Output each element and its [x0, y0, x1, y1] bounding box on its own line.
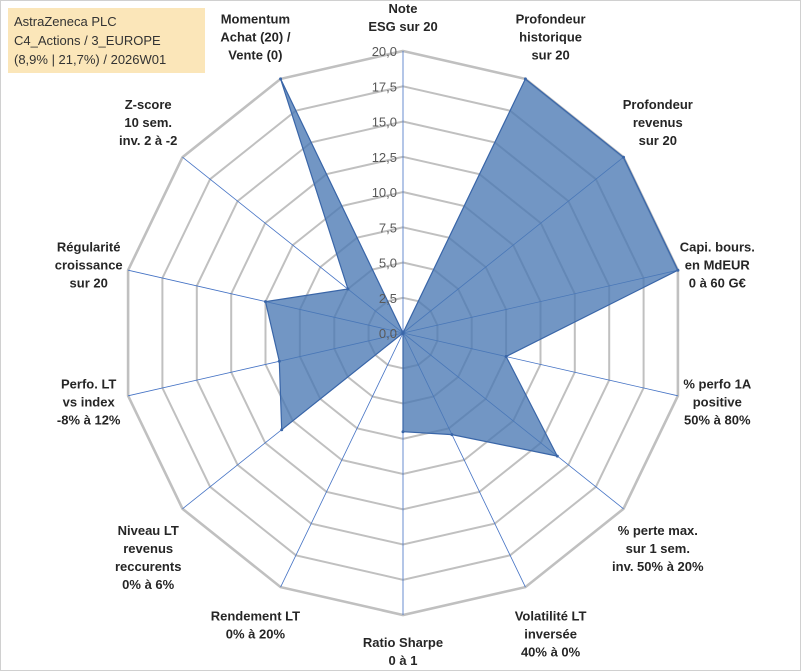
- info-box: AstraZeneca PLC C4_Actions / 3_EUROPE (8…: [8, 8, 205, 73]
- axis-label-9: Niveau LT revenus reccurents 0% à 6%: [115, 523, 181, 592]
- data-point-9: [280, 428, 284, 432]
- data-point-1: [523, 77, 527, 81]
- tick-label: 12,5: [372, 150, 397, 165]
- data-point-8: [401, 331, 405, 335]
- data-point-11: [264, 300, 267, 304]
- tick-label: 20,0: [372, 44, 397, 59]
- data-point-4: [504, 355, 508, 358]
- axis-label-8: Rendement LT 0% à 20%: [211, 609, 300, 642]
- tick-label: 15,0: [372, 115, 397, 130]
- info-period: (8,9% | 21,7%) / 2026W01: [14, 52, 167, 67]
- axis-label-13: Momentum Achat (20) / Vente (0): [220, 12, 290, 63]
- axis-label-2: Profondeur revenus sur 20: [623, 97, 693, 148]
- data-point-10: [277, 359, 281, 363]
- axis-label-12: Z-score 10 sem. inv. 2 à -2: [119, 97, 177, 148]
- data-point-3: [676, 268, 680, 272]
- axis-spoke: [280, 332, 404, 588]
- info-category: C4_Actions / 3_EUROPE: [14, 33, 161, 48]
- tick-label: 7,5: [379, 220, 397, 235]
- data-point-2: [622, 155, 625, 159]
- axis-label-4: % perfo 1A positive 50% à 80%: [683, 377, 752, 428]
- data-point-13: [279, 77, 283, 81]
- info-company: AstraZeneca PLC: [14, 14, 117, 29]
- axis-label-1: Profondeur historique sur 20: [516, 12, 586, 63]
- axis-label-7: Ratio Sharpe 0 à 1: [363, 635, 443, 668]
- tick-label: 17,5: [372, 79, 397, 94]
- data-point-7: [401, 430, 405, 434]
- data-point-5: [555, 454, 559, 458]
- axis-label-10: Perfo. LT vs index -8% à 12%: [57, 377, 121, 428]
- tick-label: 10,0: [372, 185, 397, 200]
- data-point-6: [450, 433, 454, 437]
- axis-label-3: Capi. bours. en MdEUR 0 à 60 G€: [680, 240, 755, 291]
- axis-label-5: % perte max. sur 1 sem. inv. 50% à 20%: [612, 523, 704, 574]
- data-point-12: [346, 287, 350, 291]
- axis-label-0: Note ESG sur 20: [368, 1, 437, 34]
- tick-label: 0,0: [379, 326, 397, 341]
- data-area-series-0: [264, 77, 679, 457]
- tick-label: 2,5: [379, 291, 397, 306]
- axis-label-6: Volatilité LT inversée 40% à 0%: [515, 609, 587, 660]
- axis-label-11: Régularité croissance sur 20: [55, 240, 123, 291]
- tick-label: 5,0: [379, 256, 397, 271]
